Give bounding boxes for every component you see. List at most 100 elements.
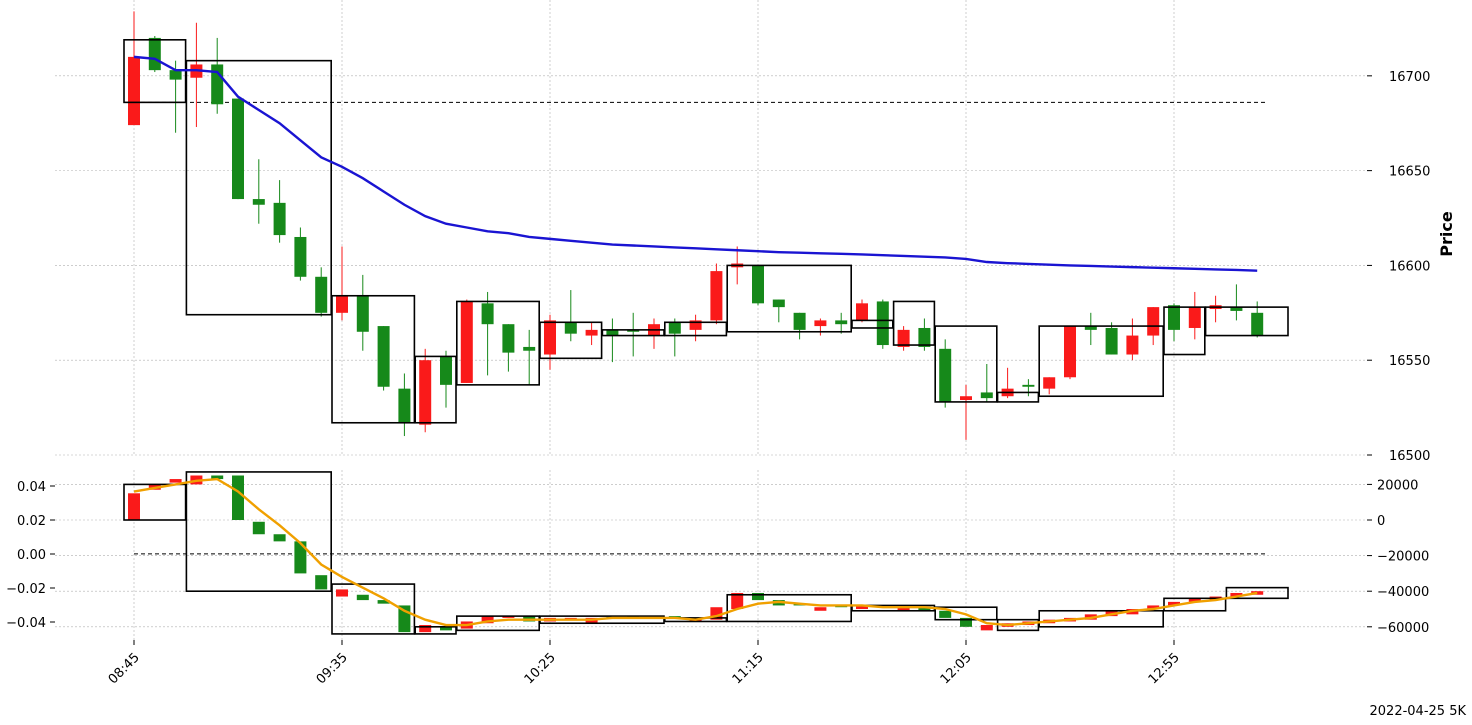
price-box <box>539 321 603 360</box>
candle-body <box>398 388 411 423</box>
indicator-box <box>1163 597 1227 612</box>
indicator-bar <box>336 589 348 597</box>
candle-body <box>856 303 868 321</box>
indicator-bar <box>814 607 827 611</box>
candle-body <box>232 98 244 200</box>
price-panel: 16500 16550 16600 16650 16700 Price <box>55 0 1456 464</box>
candle-body <box>1147 307 1160 336</box>
candle-body <box>481 303 494 325</box>
candle-body <box>419 360 432 425</box>
indicator-bar <box>356 594 369 601</box>
right-tick-label: −60000 <box>1377 621 1429 636</box>
x-tick-label: 10:25 <box>522 650 559 687</box>
candle-body <box>1168 305 1180 330</box>
candle-body <box>918 327 931 347</box>
indicator-box <box>663 617 728 623</box>
candle-body <box>835 320 848 325</box>
indicator-bar <box>169 479 182 483</box>
price-ma-line <box>133 55 1258 272</box>
candle-body <box>336 295 348 313</box>
footer-label: 2022-04-25 5K <box>1369 704 1466 719</box>
indicator-bar <box>980 625 993 631</box>
x-tick-label: 11:15 <box>730 650 767 687</box>
candle-body <box>544 320 556 355</box>
candle-body <box>502 324 515 353</box>
indicator-bar <box>252 521 265 535</box>
price-box <box>851 319 894 329</box>
candle-body <box>315 276 328 313</box>
candle-body <box>689 320 702 330</box>
indicator-box <box>1038 609 1164 628</box>
indicator-bar <box>960 617 972 627</box>
indicator-bar <box>1147 605 1160 609</box>
indicator-bar <box>315 575 328 590</box>
indicator-bar <box>502 616 515 618</box>
candle-body <box>627 329 640 332</box>
indicator-bar <box>1188 598 1201 602</box>
candle-body <box>1043 377 1056 389</box>
candle-body <box>1064 326 1076 378</box>
candle-body <box>606 329 619 336</box>
candle-body <box>356 295 369 332</box>
indicator-bar <box>232 475 244 520</box>
indicator-panel: −60000 −40000 −20000 0 20000 −0.04 −0.02 0.00 0.… <box>6 470 1429 640</box>
candle-body <box>1022 384 1035 387</box>
candle-body <box>585 329 598 336</box>
x-tick-label: 09:35 <box>314 650 351 687</box>
candle-body <box>1084 326 1097 330</box>
candle-body <box>440 356 452 385</box>
candle-body <box>814 320 827 327</box>
indicator-bar <box>731 592 744 609</box>
left-tick-label: 0.04 <box>17 480 46 495</box>
candle-body <box>793 312 806 330</box>
indicator-bar <box>128 493 140 520</box>
indicator-bar <box>1168 601 1180 606</box>
candle-body <box>211 64 224 105</box>
x-tick-label: 12:05 <box>938 650 975 687</box>
candle-body <box>294 236 307 277</box>
candle-body <box>710 271 723 321</box>
candle-body <box>1251 312 1264 336</box>
price-tick-label: 16550 <box>1389 354 1430 369</box>
indicator-box <box>726 593 853 623</box>
indicator-box <box>934 606 998 621</box>
candle-body <box>1230 307 1243 311</box>
price-box <box>1038 325 1164 398</box>
right-tick-label: 20000 <box>1377 478 1418 493</box>
candle-body <box>772 299 785 308</box>
price-tick-label: 16650 <box>1389 165 1430 180</box>
indicator-bar <box>211 475 224 480</box>
price-box <box>331 294 416 424</box>
candle-body <box>128 56 140 126</box>
indicator-box <box>185 471 332 593</box>
price-box <box>726 264 853 333</box>
indicator-bar <box>752 592 764 601</box>
price-axis-label: Price <box>1437 211 1456 257</box>
candle-body <box>564 322 577 334</box>
candle-body <box>1105 327 1118 355</box>
x-tick-label: 12:55 <box>1146 650 1183 687</box>
price-box <box>892 300 936 346</box>
indicator-bar <box>273 534 286 542</box>
price-box <box>414 355 457 424</box>
candle-body <box>523 346 536 351</box>
price-tick-label: 16700 <box>1389 70 1430 85</box>
indicator-bar <box>294 541 307 574</box>
indicator-bar <box>939 610 952 618</box>
indicator-box <box>331 583 416 635</box>
indicator-bar <box>918 607 931 611</box>
right-tick-label: −20000 <box>1377 550 1429 565</box>
candle-body <box>960 396 972 401</box>
candle-body <box>273 202 286 236</box>
candle-body <box>939 348 952 402</box>
indicator-bar <box>440 626 452 631</box>
x-tick-label: 08:45 <box>106 650 143 687</box>
left-tick-label: 0.00 <box>17 548 46 563</box>
price-tick-label: 16500 <box>1389 449 1430 464</box>
left-tick-label: −0.02 <box>6 582 46 597</box>
right-tick-label: −40000 <box>1377 585 1429 600</box>
right-tick-label: 0 <box>1377 514 1385 529</box>
indicator-bar <box>377 600 390 604</box>
candle-body <box>377 326 390 387</box>
price-box <box>185 59 332 316</box>
